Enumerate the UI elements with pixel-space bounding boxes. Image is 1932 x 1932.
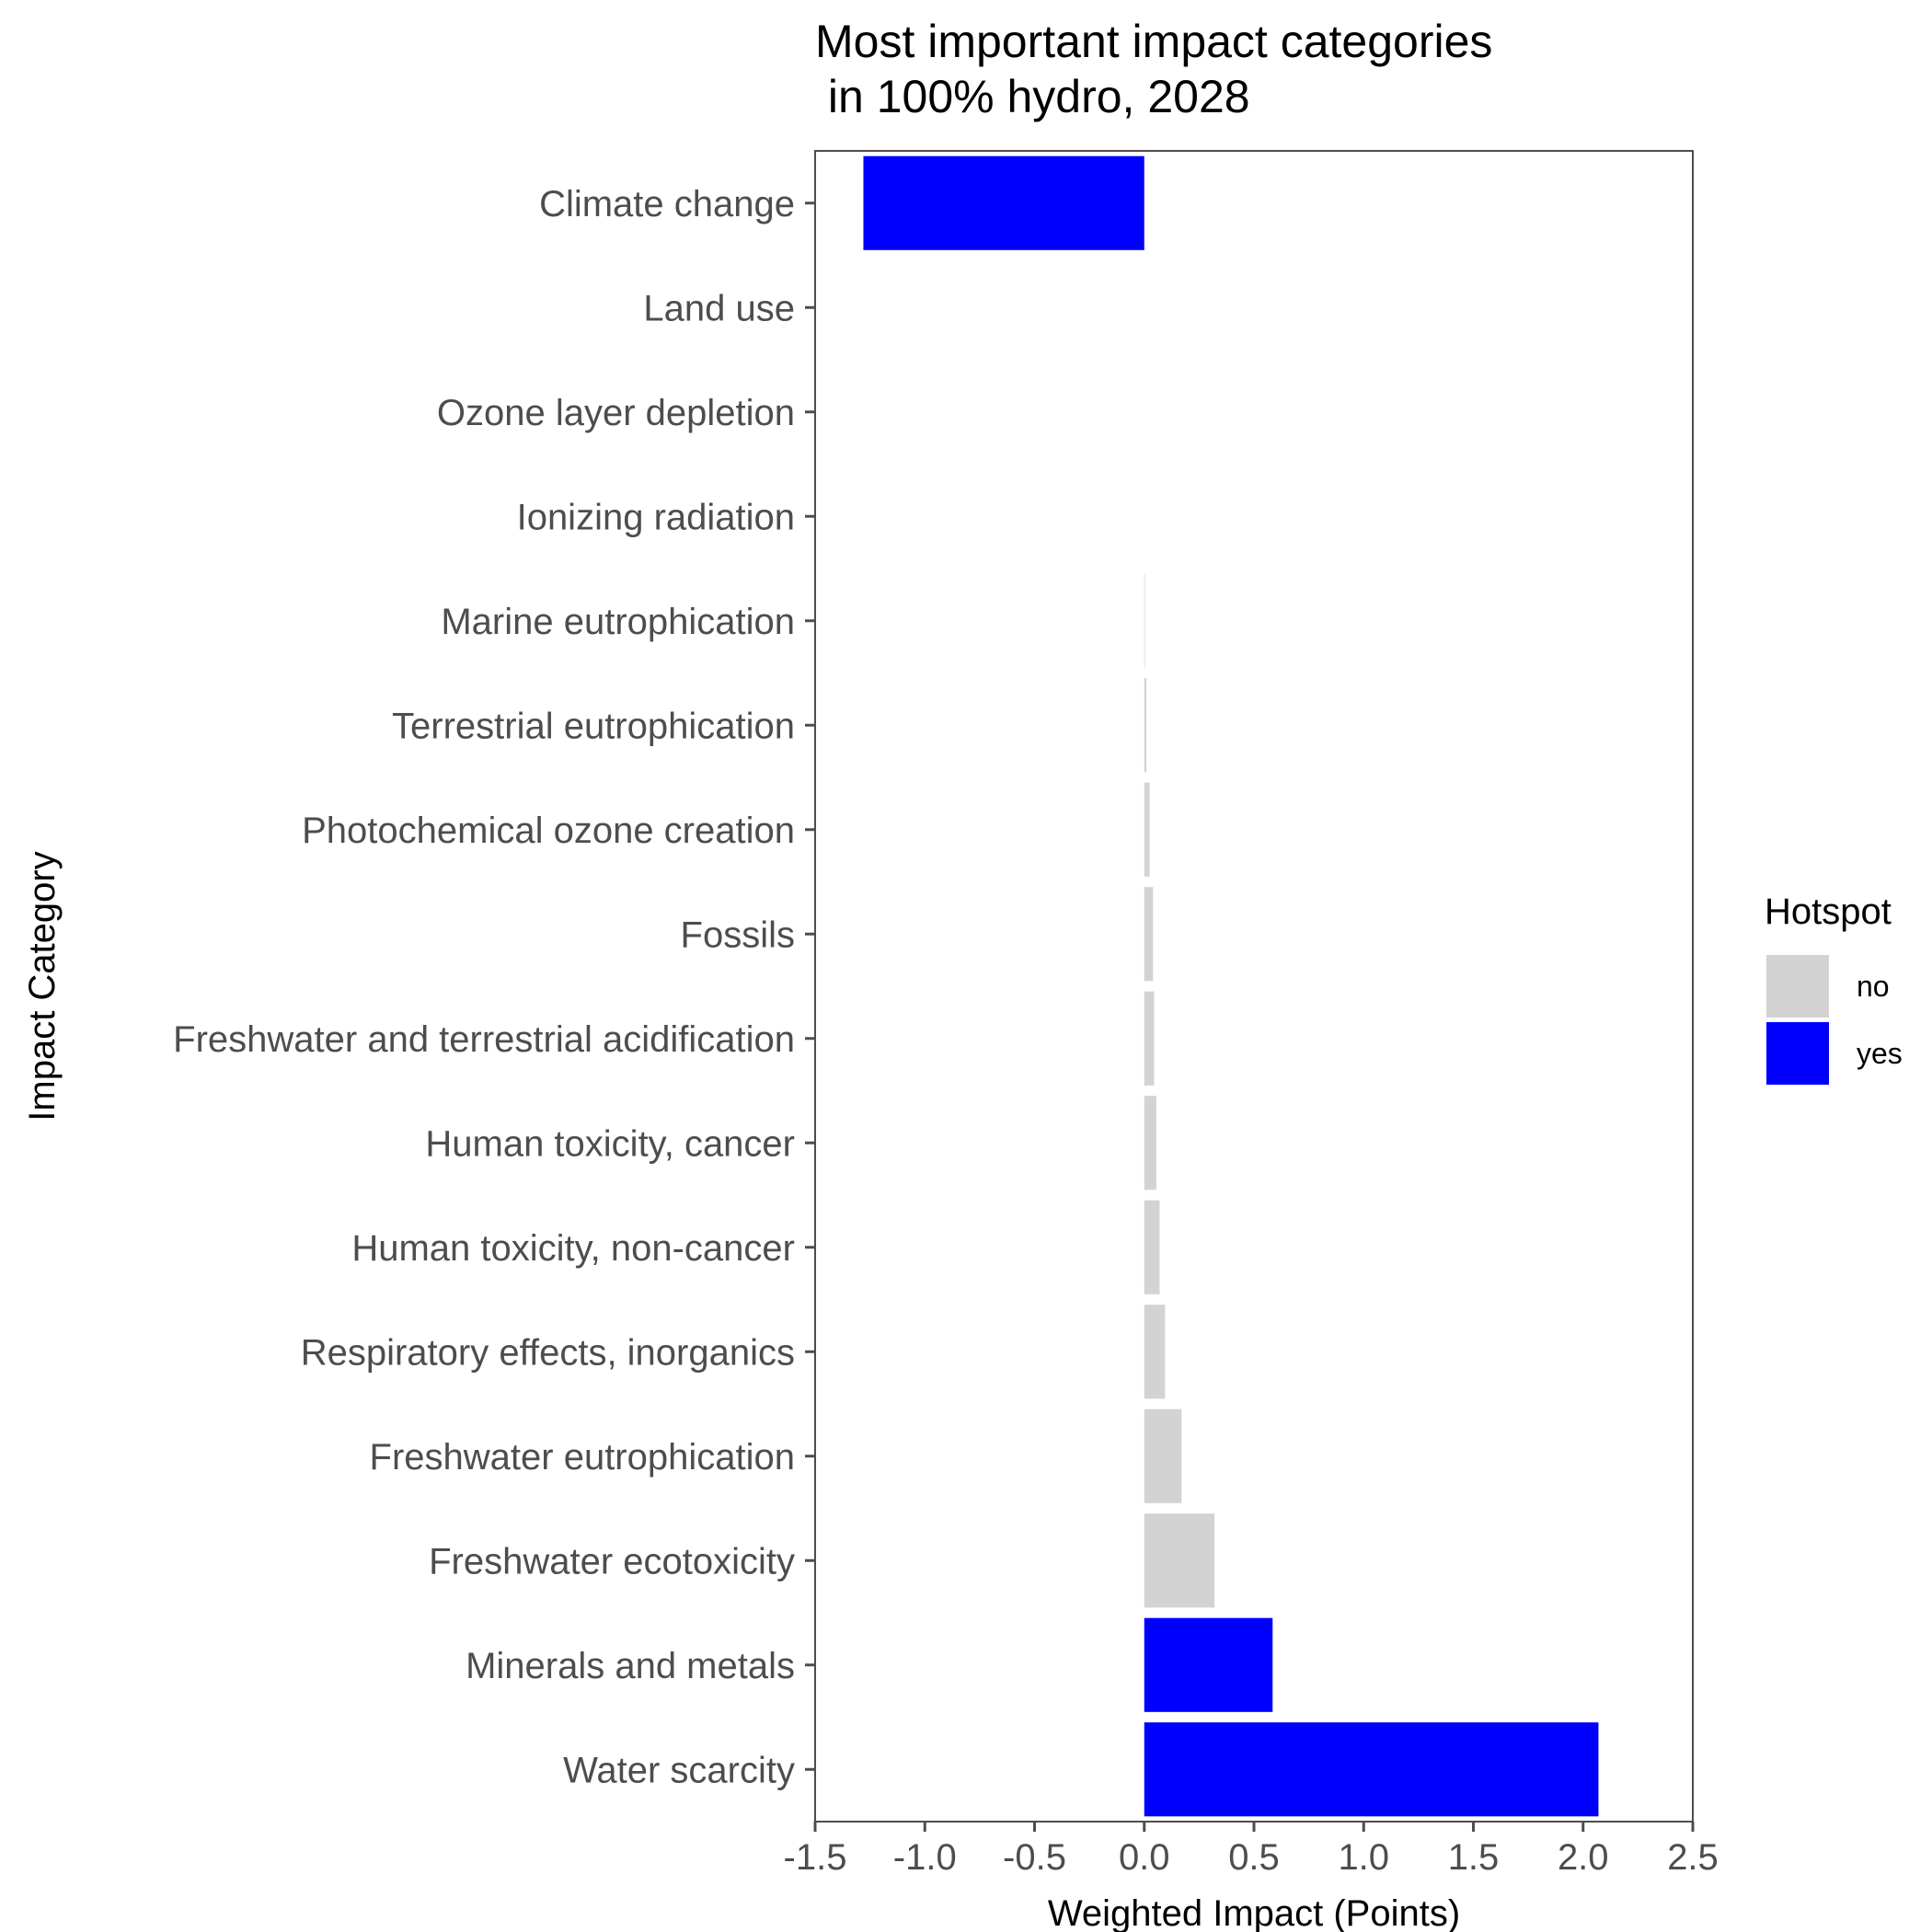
y-tick-label-photochemical-ozone-creation: Photochemical ozone creation bbox=[302, 811, 795, 851]
bar-fossils bbox=[1144, 887, 1154, 982]
y-tick-label-climate-change: Climate change bbox=[539, 184, 795, 224]
x-axis: -1.5 -1.0 -0.5 0.0 0.5 1.0 1.5 2.0 2.5 bbox=[784, 1822, 1719, 1878]
chart-title-line-1: Most important impact categories bbox=[815, 16, 1492, 67]
bar-respiratory-effects-inorganics bbox=[1144, 1305, 1166, 1399]
bar-marine-eutrophication bbox=[1144, 573, 1145, 668]
bars bbox=[863, 155, 1599, 1817]
plot-panel bbox=[814, 150, 1694, 1823]
x-tick-label: 0.5 bbox=[1228, 1837, 1280, 1878]
legend-title: Hotspot bbox=[1765, 891, 1892, 932]
bar-photochemical-ozone-creation bbox=[1144, 782, 1150, 877]
legend-label-yes: yes bbox=[1857, 1037, 1903, 1070]
x-tick-label: 2.0 bbox=[1558, 1837, 1609, 1878]
y-tick-label-freshwater-ecotoxicity: Freshwater ecotoxicity bbox=[429, 1541, 795, 1581]
bar-terrestrial-eutrophication bbox=[1144, 678, 1147, 773]
bar-freshwater-and-terrestrial-acidification bbox=[1144, 991, 1155, 1086]
x-tick-label: 0.0 bbox=[1119, 1837, 1170, 1878]
x-tick-label: -0.5 bbox=[1003, 1837, 1066, 1878]
legend-label-no: no bbox=[1857, 970, 1890, 1003]
y-tick-label-ozone-layer-depletion: Ozone layer depletion bbox=[437, 393, 795, 433]
legend-swatch-yes bbox=[1766, 1022, 1829, 1085]
y-tick-label-human-toxicity-cancer: Human toxicity, cancer bbox=[425, 1123, 795, 1164]
x-tick-label: 2.5 bbox=[1667, 1837, 1719, 1878]
x-axis-title: Weighted Impact (Points) bbox=[1048, 1893, 1460, 1932]
y-tick-label-minerals-and-metals: Minerals and metals bbox=[466, 1646, 795, 1686]
legend-swatch-no bbox=[1766, 955, 1829, 1018]
y-tick-label-respiratory-effects-inorganics: Respiratory effects, inorganics bbox=[301, 1332, 795, 1373]
chart-title: Most important impact categories in 100%… bbox=[815, 16, 1492, 122]
y-tick-label-land-use: Land use bbox=[643, 288, 795, 328]
x-tick-label: -1.0 bbox=[893, 1837, 957, 1878]
bar-water-scarcity bbox=[1144, 1722, 1599, 1817]
y-tick-label-fossils: Fossils bbox=[681, 914, 795, 955]
y-axis-title: Impact Category bbox=[22, 851, 63, 1121]
bar-human-toxicity-non-cancer bbox=[1144, 1200, 1160, 1294]
y-tick-label-freshwater-eutrophication: Freshwater eutrophication bbox=[370, 1437, 795, 1478]
y-axis: Climate change Land use Ozone layer deplet… bbox=[173, 184, 815, 1790]
bar-minerals-and-metals bbox=[1144, 1617, 1273, 1712]
y-tick-label-marine-eutrophication: Marine eutrophication bbox=[441, 602, 795, 642]
y-tick-label-terrestrial-eutrophication: Terrestrial eutrophication bbox=[392, 706, 795, 746]
legend: Hotspot no yes bbox=[1765, 891, 1903, 1085]
y-tick-label-human-toxicity-non-cancer: Human toxicity, non-cancer bbox=[351, 1228, 795, 1269]
x-tick-label: 1.0 bbox=[1338, 1837, 1389, 1878]
bar-climate-change bbox=[863, 155, 1144, 250]
bar-freshwater-ecotoxicity bbox=[1144, 1513, 1215, 1608]
x-tick-label: -1.5 bbox=[784, 1837, 847, 1878]
y-tick-label-water-scarcity: Water scarcity bbox=[563, 1750, 795, 1790]
y-tick-label-ionizing-radiation: Ionizing radiation bbox=[517, 497, 795, 537]
bar-human-toxicity-cancer bbox=[1144, 1096, 1156, 1190]
x-tick-label: 1.5 bbox=[1448, 1837, 1500, 1878]
bar-freshwater-eutrophication bbox=[1144, 1409, 1182, 1503]
chart-title-line-2: in 100% hydro, 2028 bbox=[815, 71, 1250, 122]
y-tick-label-freshwater-and-terrestrial-acidification: Freshwater and terrestrial acidification bbox=[173, 1019, 795, 1060]
